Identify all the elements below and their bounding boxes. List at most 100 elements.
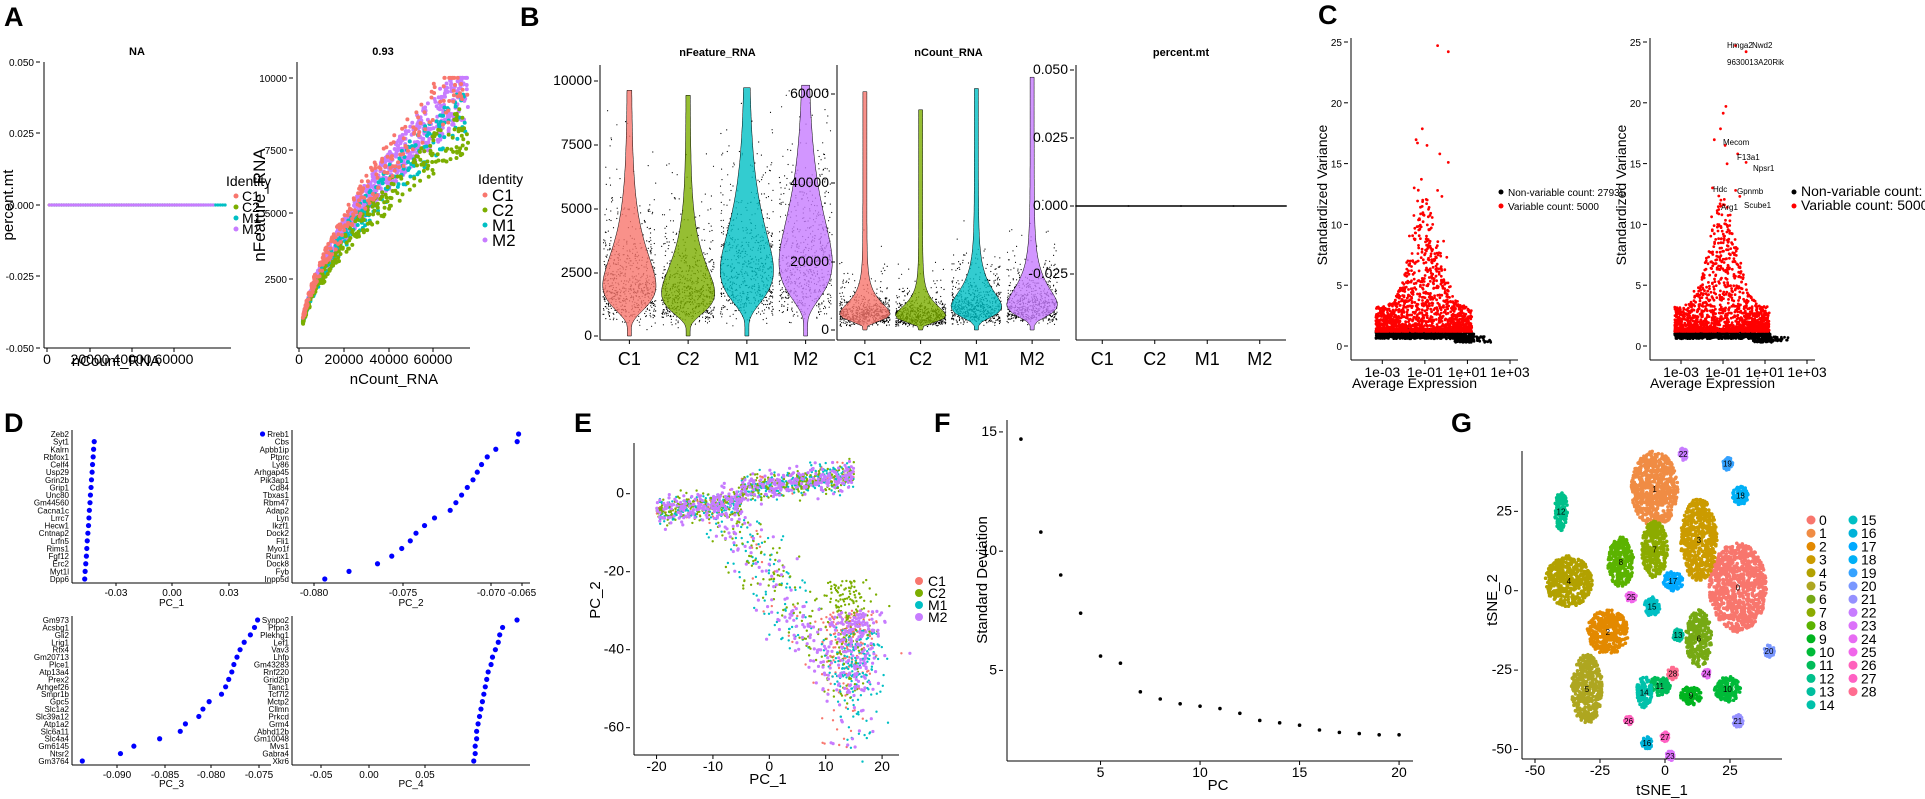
elbow-point: [1039, 530, 1043, 534]
y-tick-label: 0: [1635, 342, 1641, 353]
cluster-24-marks: [1701, 667, 1712, 680]
loading-dot: [200, 706, 206, 712]
panel-label-E: E: [574, 408, 592, 438]
elbow-point: [1337, 730, 1342, 735]
gene-label: Slc39a12: [36, 712, 70, 721]
legend-swatch-C1: [482, 192, 488, 198]
loading-dot: [182, 721, 189, 727]
loading-dot: [493, 446, 499, 452]
loading-dot: [479, 699, 485, 705]
legend-label-C2: C2: [492, 201, 514, 220]
legend-label-22: 22: [1861, 604, 1877, 620]
loading-dot: [374, 561, 381, 567]
y-tick-label: 20: [1331, 99, 1343, 110]
loading-dot: [475, 721, 481, 727]
loading-dot: [421, 522, 428, 529]
legend-label-14: 14: [1819, 697, 1835, 713]
gene-label: Fli1: [276, 537, 289, 546]
panel-label-F: F: [934, 408, 951, 438]
points-C2-marks: [301, 107, 470, 326]
x-tick-label: 40000: [370, 351, 409, 367]
loading-dot: [485, 669, 491, 675]
legend-swatch-10: [1806, 647, 1816, 657]
legend-swatch-C1: [915, 577, 923, 585]
y-tick-label: -25: [1492, 661, 1512, 677]
gene-label: Rreb1: [267, 430, 289, 439]
cluster-19: 19: [1721, 456, 1735, 472]
points-C2: [301, 107, 470, 326]
axis-lines: [1350, 38, 1518, 361]
legend-swatch-non-variable: [1791, 189, 1797, 195]
axis-lines: [291, 616, 530, 766]
cluster-label: 24: [1702, 669, 1711, 678]
y-tick-label: 0.025: [9, 129, 34, 140]
gene-annotation: Mecom: [1723, 138, 1750, 147]
x-tick-label: M1: [964, 349, 989, 369]
legend-label-M1: M1: [928, 597, 948, 613]
loading-dot: [89, 461, 96, 468]
x-tick-label: -50: [1525, 762, 1545, 778]
gene-label: Rbm47: [263, 499, 289, 508]
legend-swatch-1: [1806, 528, 1816, 538]
legend-swatch-variable: [1791, 203, 1797, 209]
cluster-label: 15: [1648, 603, 1657, 612]
violin-M1: [719, 87, 774, 337]
legend-label-24: 24: [1861, 631, 1877, 647]
gene-label: Plce1: [49, 661, 70, 670]
x-tick-label: 25: [1722, 762, 1738, 778]
loading-dot: [177, 728, 183, 734]
gene-label: Cd84: [270, 483, 290, 492]
y-tick-label: -0.050: [6, 344, 35, 355]
gene-label: Ptprc: [270, 453, 289, 462]
cluster-23: 23: [1664, 749, 1676, 763]
loading-dot: [478, 706, 484, 712]
chart-C1: 1e-03 1e-01 1e+01 1e+03 25 20 15 10 5 0 Average Ex…: [1314, 38, 1626, 391]
legend-swatch-variable: [1498, 203, 1504, 209]
y-axis-label: Standard Deviation: [974, 516, 991, 644]
cluster-label: 19: [1723, 460, 1732, 469]
y-tick-label: 40000: [790, 174, 829, 190]
x-tick-label: C1: [853, 349, 876, 369]
legend-label-C2: C2: [242, 199, 260, 215]
loading-dot: [157, 736, 163, 742]
legend-label-5: 5: [1819, 578, 1827, 594]
y-tick-label: 5: [1336, 281, 1342, 292]
gene-annotation: 9630013A20Rik: [1727, 58, 1785, 67]
x-tick-label: 10: [818, 758, 834, 774]
cluster-3: 3: [1679, 497, 1719, 582]
legend-label-16: 16: [1861, 525, 1877, 541]
points-M2: [300, 75, 470, 324]
legend-swatch-M2: [915, 613, 923, 621]
y-tick-label: 0: [616, 485, 624, 501]
legend-swatch-7: [1806, 607, 1816, 617]
legend-label-C1: C1: [492, 186, 514, 205]
y-tick-label: 20000: [790, 253, 829, 269]
legend-swatch-C1: [233, 193, 239, 199]
axis-lines: [633, 443, 899, 756]
cluster-label: 22: [1679, 450, 1688, 459]
cluster-label: 16: [1642, 739, 1651, 748]
gene-label: Gm44560: [34, 499, 70, 508]
cluster-label: 14: [1640, 688, 1649, 697]
x-tick-label: 1e-03: [1663, 364, 1699, 380]
cluster-16-marks: [1639, 735, 1654, 751]
y-tick-label: 0.050: [1033, 61, 1068, 77]
gene-label: Gm3764: [38, 757, 69, 766]
loading-dot: [259, 431, 266, 437]
chart-C2: 1e-03 1e-01 1e+01 1e+03 25 20 15 10 5 0 Average Ex…: [1613, 38, 1925, 391]
cluster-24: 24: [1701, 667, 1712, 680]
legend-label-8: 8: [1819, 618, 1827, 634]
gene-label: Arhgef26: [37, 683, 70, 692]
chart-title: nCount_RNA: [914, 47, 982, 59]
legend-swatch-9: [1806, 634, 1816, 644]
gene-label: Usp29: [46, 468, 70, 477]
loading-dot: [82, 568, 88, 574]
x-tick-label: 20000: [325, 351, 364, 367]
gene-label: Gm6145: [38, 742, 69, 751]
cluster-12: 12: [1553, 491, 1570, 533]
x-tick-label: 0: [765, 758, 773, 774]
legend-label-non-variable: Non-variable count: 27935: [1801, 183, 1925, 199]
gene-label: Rnf220: [263, 668, 289, 677]
x-tick-label: 15: [1292, 764, 1308, 780]
axis-lines: [71, 430, 271, 584]
